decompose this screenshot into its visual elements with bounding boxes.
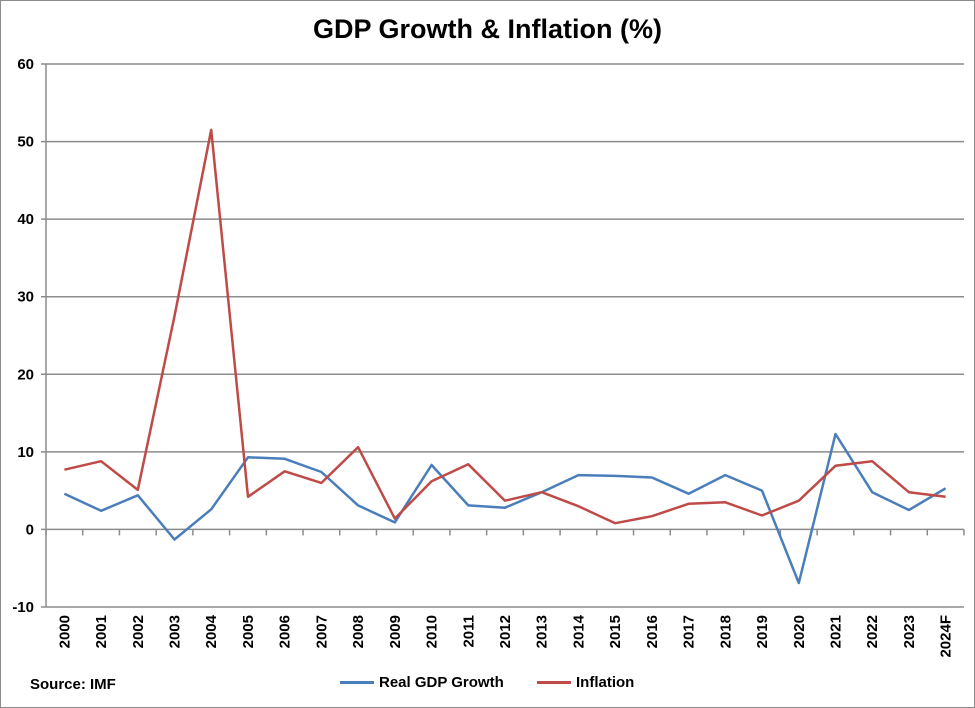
x-tick-label: 2020 bbox=[791, 615, 808, 648]
series-line-gdp bbox=[63, 432, 947, 585]
y-tick-label: 20 bbox=[17, 366, 34, 383]
x-tick-label: 2009 bbox=[387, 615, 404, 648]
x-tick-label: 2000 bbox=[56, 615, 73, 648]
y-tick-label: 40 bbox=[17, 211, 34, 228]
legend-swatch-gdp bbox=[340, 681, 374, 684]
source-note: Source: IMF bbox=[30, 676, 116, 693]
x-tick-label: 2006 bbox=[277, 615, 294, 648]
y-tick-label: 0 bbox=[26, 521, 34, 538]
y-tick-label: 60 bbox=[17, 56, 34, 73]
legend-swatch-inflation bbox=[537, 681, 571, 684]
x-tick-label: 2002 bbox=[130, 615, 147, 648]
x-tick-label: 2015 bbox=[607, 615, 624, 648]
x-tick-label: 2008 bbox=[350, 615, 367, 648]
x-tick-label: 2003 bbox=[167, 615, 184, 648]
legend-item-gdp: Real GDP Growth bbox=[340, 674, 504, 691]
legend-item-inflation: Inflation bbox=[537, 674, 634, 691]
y-tick-label: -10 bbox=[12, 599, 34, 616]
x-tick-label: 2012 bbox=[497, 615, 514, 648]
y-tick-label: 50 bbox=[17, 134, 34, 151]
legend-label-inflation: Inflation bbox=[576, 674, 635, 691]
x-tick-label: 2018 bbox=[717, 615, 734, 648]
y-tick-label: 10 bbox=[17, 444, 34, 461]
x-tick-label: 2022 bbox=[864, 615, 881, 648]
x-tick-label: 2004 bbox=[203, 614, 220, 648]
legend-label-gdp: Real GDP Growth bbox=[379, 674, 504, 691]
x-tick-label: 2007 bbox=[313, 615, 330, 648]
x-tick-label: 2023 bbox=[901, 615, 918, 648]
x-tick-label: 2021 bbox=[827, 615, 844, 648]
x-tick-label: 2014 bbox=[570, 614, 587, 648]
x-tick-label: 2011 bbox=[460, 615, 477, 648]
x-tick-label: 2019 bbox=[754, 615, 771, 648]
chart-title: GDP Growth & Inflation (%) bbox=[313, 14, 662, 44]
x-tick-label: 2010 bbox=[424, 615, 441, 648]
series-line-inflation bbox=[64, 128, 946, 525]
x-tick-label: 2024F bbox=[938, 615, 955, 658]
x-tick-label: 2016 bbox=[644, 615, 661, 648]
y-tick-label: 30 bbox=[17, 289, 34, 306]
x-tick-label: 2005 bbox=[240, 615, 257, 648]
x-tick-label: 2017 bbox=[681, 615, 698, 648]
x-tick-label: 2013 bbox=[534, 615, 551, 648]
x-tick-label: 2001 bbox=[93, 615, 110, 648]
